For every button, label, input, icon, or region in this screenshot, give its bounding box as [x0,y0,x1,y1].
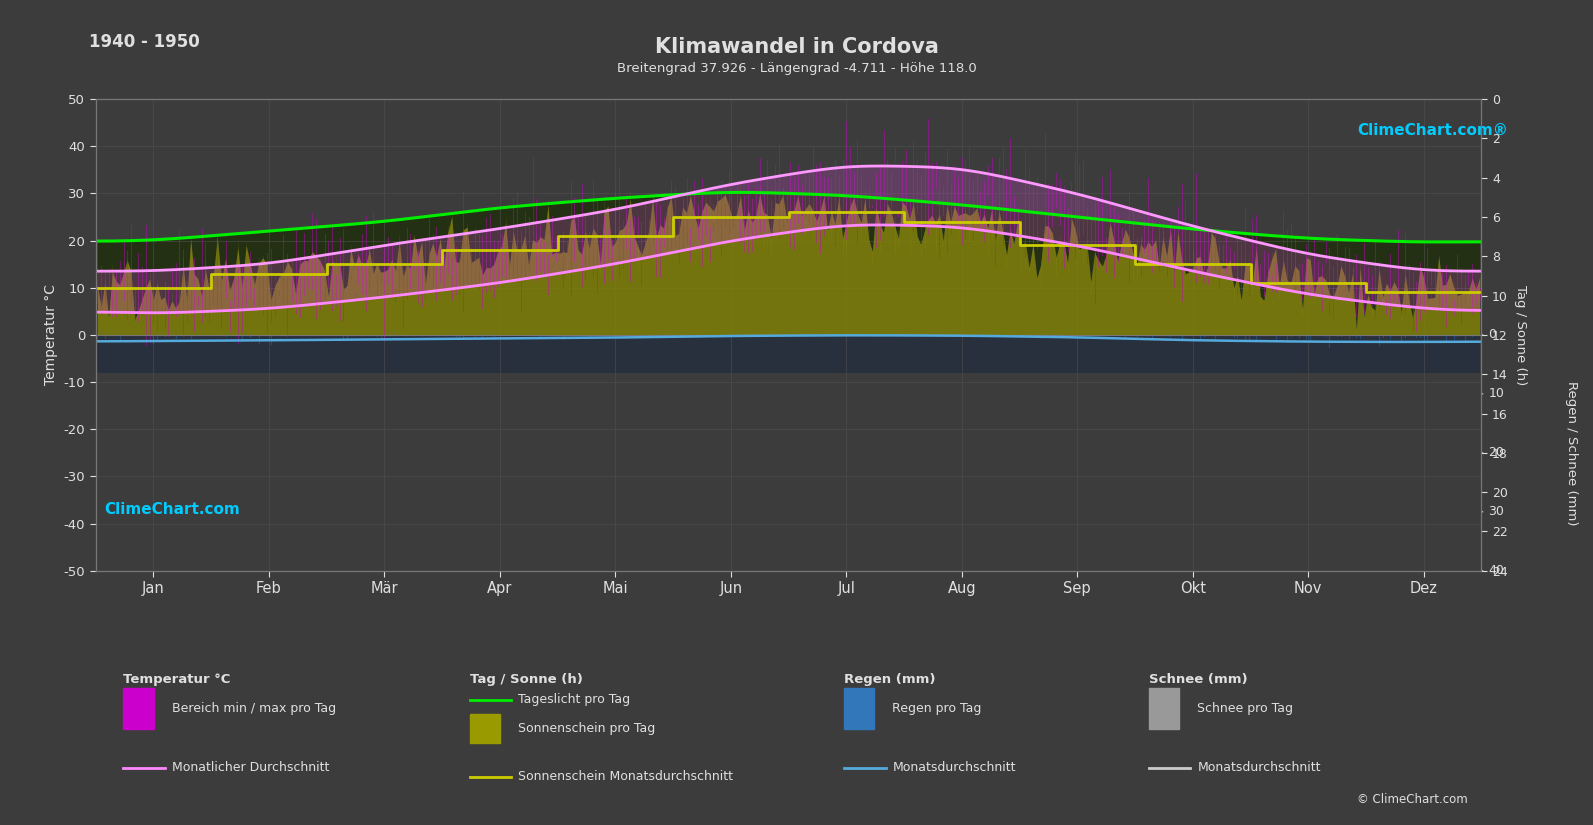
Text: Regen pro Tag: Regen pro Tag [892,702,981,714]
Y-axis label: Tag / Sonne (h): Tag / Sonne (h) [1515,285,1528,385]
Text: Sonnenschein pro Tag: Sonnenschein pro Tag [518,722,656,735]
Text: Temperatur °C: Temperatur °C [123,673,231,686]
Bar [123,688,155,728]
Text: 0: 0 [1488,328,1496,342]
Text: 10: 10 [1488,388,1504,400]
Text: Monatlicher Durchschnitt: Monatlicher Durchschnitt [172,761,330,775]
Text: Schnee (mm): Schnee (mm) [1149,673,1247,686]
Text: Tag / Sonne (h): Tag / Sonne (h) [470,673,583,686]
Text: Schnee pro Tag: Schnee pro Tag [1198,702,1294,714]
Text: Regen / Schnee (mm): Regen / Schnee (mm) [1564,380,1579,525]
Text: Monatsdurchschnitt: Monatsdurchschnitt [1198,761,1321,775]
Text: Sonnenschein Monatsdurchschnitt: Sonnenschein Monatsdurchschnitt [518,770,733,783]
Text: 40: 40 [1488,564,1504,578]
Text: ClimeChart.com®: ClimeChart.com® [1357,123,1507,138]
Text: ClimeChart.com: ClimeChart.com [104,502,239,517]
Bar [844,688,875,728]
Text: 1940 - 1950: 1940 - 1950 [89,33,199,51]
Text: Bereich min / max pro Tag: Bereich min / max pro Tag [172,702,336,714]
Bar [470,714,500,743]
Text: Regen (mm): Regen (mm) [844,673,935,686]
Text: Breitengrad 37.926 - Längengrad -4.711 - Höhe 118.0: Breitengrad 37.926 - Längengrad -4.711 -… [616,62,977,75]
Text: © ClimeChart.com: © ClimeChart.com [1357,793,1467,805]
Text: Klimawandel in Cordova: Klimawandel in Cordova [655,37,938,57]
Y-axis label: Temperatur °C: Temperatur °C [45,285,57,385]
Text: Tageslicht pro Tag: Tageslicht pro Tag [518,693,631,706]
Text: 30: 30 [1488,506,1504,518]
Text: Monatsdurchschnitt: Monatsdurchschnitt [892,761,1016,775]
Bar [1149,688,1179,728]
Text: 20: 20 [1488,446,1504,460]
